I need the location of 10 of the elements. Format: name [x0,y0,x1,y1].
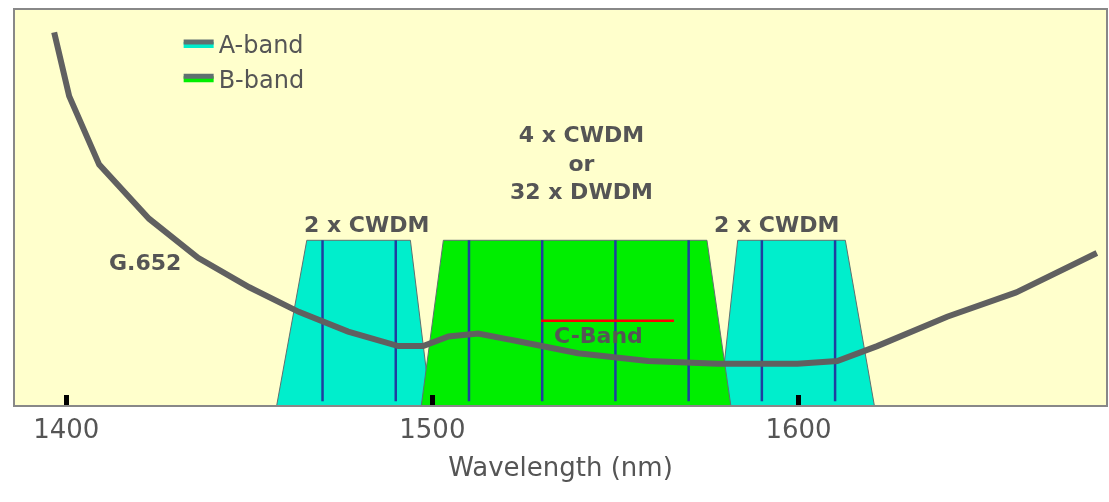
x-axis-title: Wavelength (nm) [448,452,673,483]
x-tick-label: 1500 [399,414,466,445]
annotation: 2 x CWDM [714,212,840,237]
annotation: 2 x CWDM [304,212,430,237]
x-tick-label: 1600 [765,414,832,445]
annotation: 4 x CWDM or 32 x DWDM [510,122,653,205]
annotation: G.652 [109,250,182,275]
x-tick-label: 1400 [33,414,100,445]
legend-label: B-band [218,65,305,94]
legend-label: A-band [218,31,304,60]
